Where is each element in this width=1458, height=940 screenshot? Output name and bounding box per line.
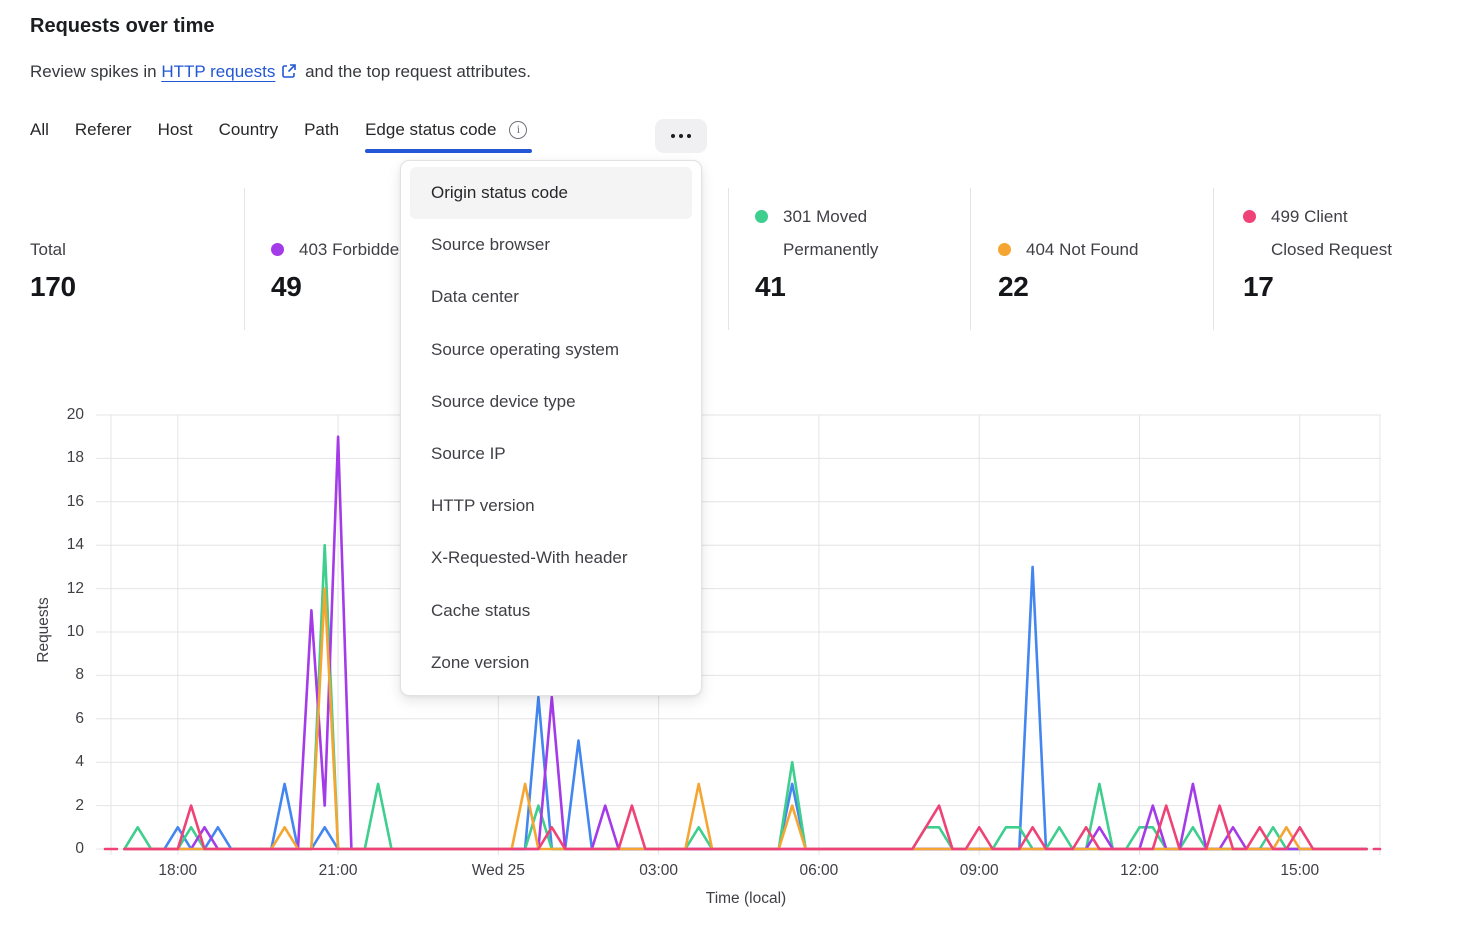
menu-item-zone-version[interactable]: Zone version <box>431 652 530 672</box>
series-line-499 <box>123 804 1368 851</box>
dot-icon <box>687 134 691 138</box>
stat-label: 499 Client <box>1271 207 1348 226</box>
tab-host[interactable]: Host <box>158 120 193 153</box>
dot-icon <box>679 134 683 138</box>
series-line-301 <box>123 543 1368 851</box>
menu-item-cache-status[interactable]: Cache status <box>431 600 531 620</box>
tab-label: Edge status code <box>365 120 497 139</box>
more-options-button[interactable] <box>655 119 707 153</box>
stat-value: 49 <box>271 271 302 302</box>
tab-all[interactable]: All <box>30 120 49 153</box>
attribute-dropdown-menu: Origin status code Source browser Data cen… <box>400 160 702 696</box>
stat-499-client-closed-request[interactable]: 499 Client Closed Request 17 <box>1243 200 1392 302</box>
legend-dot <box>755 210 768 223</box>
menu-item-http-version[interactable]: HTTP version <box>431 496 535 516</box>
tab-label: Host <box>157 120 193 139</box>
stat-value: 170 <box>30 271 76 302</box>
legend-dot <box>998 243 1011 256</box>
stat-value: 41 <box>755 271 786 302</box>
info-icon[interactable]: i <box>509 121 528 139</box>
tab-country[interactable]: Country <box>219 120 279 153</box>
subtitle-prefix: Review spikes in <box>30 62 157 81</box>
menu-item-source-device-type[interactable]: Source device type <box>431 391 576 411</box>
stat-divider <box>244 188 245 330</box>
stat-label: 403 Forbidden <box>299 240 409 259</box>
http-requests-link[interactable]: HTTP requests <box>161 62 276 81</box>
stat-label: 301 Moved <box>783 207 868 226</box>
stat-403-forbidden[interactable]: 403 Forbidden 49 <box>271 200 409 302</box>
stat-label: Permanently <box>783 240 879 259</box>
stat-404-not-found[interactable]: 404 Not Found 22 <box>998 200 1138 302</box>
tab-label: Referer <box>74 120 132 139</box>
stat-value: 22 <box>998 271 1029 302</box>
menu-item-origin-status-code[interactable]: Origin status code <box>410 167 692 220</box>
menu-item-data-center[interactable]: Data center <box>431 287 519 307</box>
stat-value: 17 <box>1243 271 1274 302</box>
tab-referer[interactable]: Referer <box>75 120 132 153</box>
stat-label: 404 Not Found <box>1026 240 1139 259</box>
stat-label: Closed Request <box>1271 240 1392 259</box>
series-line-403 <box>123 435 1368 851</box>
tab-path[interactable]: Path <box>304 120 339 153</box>
dot-icon <box>671 134 675 138</box>
tab-label: Path <box>304 120 340 139</box>
menu-item-source-operating-system[interactable]: Source operating system <box>431 339 620 359</box>
tab-edge-status-code[interactable]: Edge status code i <box>365 120 533 153</box>
stat-label: Total <box>30 240 66 259</box>
stat-divider <box>1213 188 1214 330</box>
tab-label: Country <box>218 120 279 139</box>
stat-divider <box>970 188 971 330</box>
subtitle: Review spikes in HTTP requests and the t… <box>30 62 531 84</box>
subtitle-suffix: and the top request attributes. <box>305 62 531 81</box>
tab-label: All <box>30 120 49 139</box>
stat-301-moved-permanently[interactable]: 301 Moved Permanently 41 <box>755 200 878 302</box>
menu-item-x-requested-with-header[interactable]: X-Requested-With header <box>431 548 628 568</box>
menu-item-source-browser[interactable]: Source browser <box>431 235 551 255</box>
legend-dot <box>271 243 284 256</box>
menu-item-source-ip[interactable]: Source IP <box>431 444 506 464</box>
stat-total: Total 170 <box>30 200 76 302</box>
stat-divider <box>728 188 729 330</box>
page-title: Requests over time <box>30 15 215 37</box>
attribute-tabs: All Referer Host Country Path Edge status cod… <box>30 120 533 153</box>
legend-dot <box>1243 210 1256 223</box>
external-link-icon <box>281 63 297 84</box>
